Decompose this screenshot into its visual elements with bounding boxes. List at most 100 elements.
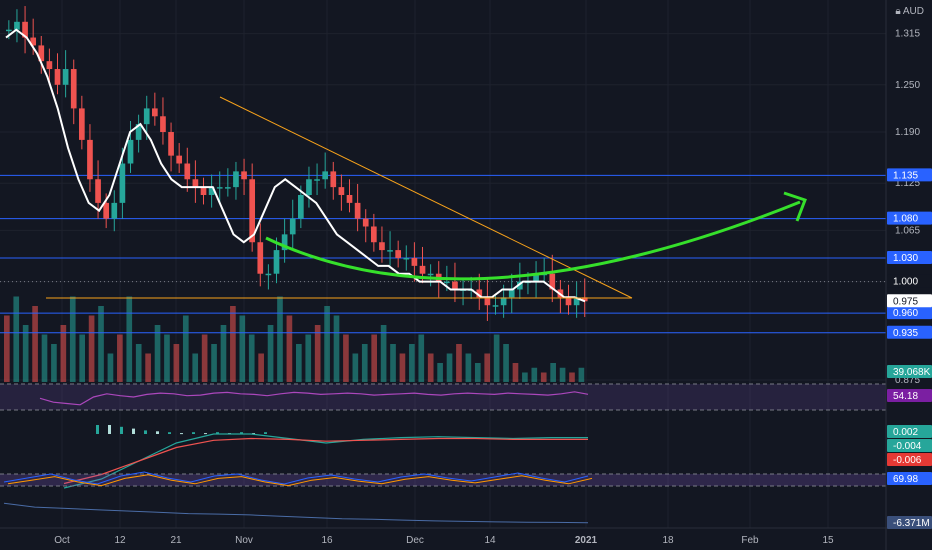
candle-body	[160, 116, 166, 133]
macd-hist-bar	[144, 430, 147, 434]
candle-body	[176, 155, 183, 164]
macd-hist-tag-bg	[887, 425, 932, 438]
volume-bar	[117, 334, 123, 382]
level-tag-bg	[887, 168, 932, 182]
macd-tag: -0.004	[893, 441, 922, 452]
volume-bar	[559, 367, 566, 382]
candle-body	[581, 297, 588, 302]
volume-bar	[154, 325, 161, 382]
y-tick-label: 1.315	[895, 29, 920, 40]
macd-hist-bar	[180, 433, 183, 435]
stoch-d-line	[7, 474, 593, 487]
y-tick-label: 1.125	[895, 178, 920, 189]
candle-body	[6, 29, 12, 32]
candle-body	[379, 242, 385, 251]
macd-tag-bg	[887, 439, 932, 452]
rsi-line	[39, 391, 589, 406]
arrow-curve	[265, 200, 801, 281]
volume-bar	[192, 353, 199, 382]
y-tick-label: 1.250	[895, 80, 920, 91]
volume-bar	[60, 325, 67, 382]
macd-hist-bar	[132, 428, 135, 434]
candle-body	[444, 281, 450, 284]
candle-body	[362, 218, 369, 227]
volume-bar	[230, 306, 236, 382]
candle-body	[346, 195, 353, 203]
volume-bar	[512, 363, 519, 382]
volume-bar	[361, 344, 368, 382]
volume-bar	[324, 306, 330, 382]
volume-bar	[474, 363, 481, 382]
candle-body	[281, 234, 288, 251]
annotations	[46, 96, 807, 299]
candle-body	[565, 297, 572, 306]
candle-body	[38, 45, 45, 62]
volume-bar	[569, 372, 575, 382]
candle-body	[135, 124, 142, 140]
x-tick-label: 21	[170, 535, 182, 546]
volume-bar	[352, 353, 359, 382]
volume-bar	[41, 334, 48, 382]
volume-bar	[22, 325, 29, 382]
obv-pane	[3, 502, 589, 524]
volume-bar	[305, 334, 312, 382]
currency-label[interactable]: 🔒︎ AUD	[895, 6, 924, 17]
volume-bar	[98, 306, 104, 382]
candle-body	[314, 179, 320, 181]
stoch-pane	[0, 471, 886, 487]
volume-bar	[69, 296, 76, 382]
volume-bar	[296, 344, 302, 382]
volume-bar	[333, 315, 340, 382]
volume-bar	[522, 372, 528, 382]
volume-bar	[220, 325, 227, 382]
volume-bar	[211, 344, 217, 382]
candle-body	[208, 187, 215, 195]
candle-body	[533, 273, 539, 282]
rsi-band	[0, 384, 886, 410]
volume-bar	[145, 353, 151, 382]
candle-body	[500, 297, 507, 306]
macd-hist-bar	[108, 425, 111, 434]
y-tick-label: 1.190	[895, 127, 920, 138]
volume-bar	[277, 296, 283, 382]
macd-hist-bar	[192, 432, 195, 434]
volume-tag-bg	[887, 365, 932, 378]
candle-body	[298, 195, 304, 219]
candle-body	[192, 179, 199, 188]
level-tag: 1.080	[893, 214, 918, 225]
level-tag-bg	[887, 211, 932, 225]
candle-body	[14, 21, 20, 30]
volume-bar	[540, 372, 547, 382]
x-tick-label: 12	[114, 535, 126, 546]
volume-bar	[79, 334, 86, 382]
candle-body	[452, 281, 458, 290]
macd-line	[63, 433, 588, 489]
candle-body	[484, 297, 491, 306]
stoch-band	[0, 474, 886, 486]
signal-line	[63, 437, 588, 485]
candle-body	[289, 218, 296, 235]
level-tag-bg	[887, 250, 932, 264]
ma-line	[5, 28, 586, 303]
candle-body	[30, 37, 37, 46]
candle-body	[62, 69, 69, 85]
x-tick-label: 15	[822, 535, 834, 546]
volume-bar	[380, 325, 387, 382]
volume-bar	[456, 344, 462, 382]
signal-tag: -0.006	[893, 455, 922, 466]
candle-body	[573, 297, 580, 306]
macd-hist-bar	[240, 432, 243, 434]
candle-body	[184, 163, 191, 180]
horizontal-levels	[0, 174, 886, 334]
volume-bar	[409, 344, 415, 382]
volume-bar	[135, 344, 142, 382]
x-tick-label: 14	[484, 535, 496, 546]
candle-body	[200, 187, 207, 195]
volume-bar	[173, 344, 180, 382]
macd-pane	[63, 425, 588, 489]
volume-bar	[258, 353, 264, 382]
volume-bar	[503, 344, 509, 382]
candle-body	[476, 289, 483, 298]
candle-body	[127, 139, 134, 164]
